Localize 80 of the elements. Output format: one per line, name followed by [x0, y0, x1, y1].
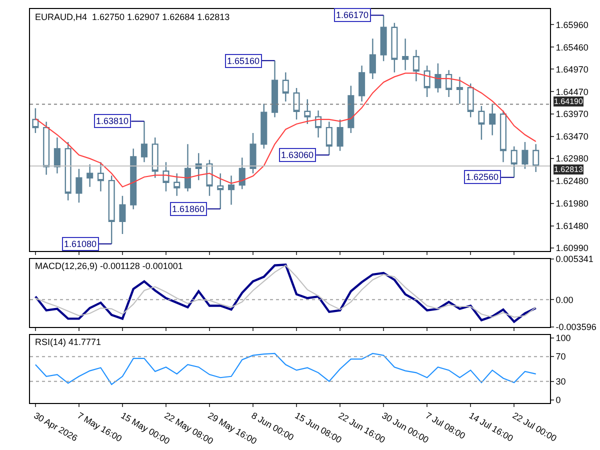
- y-tick-label: 1.62980: [556, 154, 588, 164]
- ref-line-label: 1.62813: [554, 165, 584, 174]
- y-tick-label: 1.62480: [556, 176, 588, 186]
- candlestick: [336, 118, 344, 152]
- candlestick: [380, 14, 387, 62]
- y-tick-label: 0: [556, 395, 561, 406]
- candlestick: [64, 141, 72, 201]
- candlestick: [97, 162, 104, 192]
- candlestick: [108, 175, 115, 244]
- candlestick: [184, 144, 192, 192]
- annotation: 1.66170: [336, 10, 369, 20]
- candlestick: [348, 85, 354, 134]
- y-tick-label: -0.003596: [556, 322, 596, 332]
- candlestick: [228, 175, 235, 206]
- y-tick-label: 1.61980: [556, 198, 588, 209]
- candlestick: [446, 69, 452, 98]
- y-tick-label: 30: [556, 376, 566, 386]
- candlestick: [478, 105, 485, 140]
- y-tick-label: 1.64970: [556, 64, 588, 74]
- candlestick: [358, 64, 366, 102]
- candlestick: [54, 136, 60, 174]
- y-tick-label: 1.65960: [556, 20, 588, 30]
- candlestick: [510, 146, 518, 178]
- candlestick: [326, 121, 332, 156]
- y-tick-label: 1.63970: [556, 109, 588, 120]
- candlestick: [250, 132, 256, 174]
- candlestick: [293, 87, 300, 120]
- y-tick-label: 1.64470: [556, 86, 588, 97]
- annotation: 1.65160: [227, 56, 260, 66]
- candlestick: [174, 172, 180, 196]
- annotation: 1.63060: [281, 150, 314, 160]
- candlestick: [86, 164, 94, 188]
- y-tick-label: 0.00: [556, 294, 574, 305]
- candlestick: [391, 22, 398, 73]
- candlestick: [238, 157, 246, 190]
- candlestick: [282, 72, 289, 102]
- candlestick: [140, 120, 148, 163]
- candlestick: [260, 103, 268, 150]
- y-tick-label: 100: [556, 333, 571, 344]
- candlestick: [369, 38, 376, 80]
- candlestick: [119, 195, 126, 235]
- ref-line-label: 1.64190: [554, 97, 584, 106]
- annotation: 1.61080: [64, 239, 97, 249]
- y-tick-label: 1.65460: [556, 42, 588, 52]
- candlestick: [434, 62, 442, 94]
- line-series: [34, 352, 536, 385]
- candlestick: [402, 38, 409, 71]
- annotation: 1.62560: [466, 172, 499, 182]
- x-tick-label: 30 Apr 2026: [32, 410, 80, 444]
- candlestick: [304, 98, 311, 125]
- candlestick: [206, 159, 213, 196]
- candlestick: [522, 141, 528, 170]
- candlestick: [489, 103, 496, 136]
- candlestick: [32, 108, 39, 134]
- candlestick: [412, 49, 420, 82]
- candlestick: [532, 144, 540, 173]
- candlestick: [456, 76, 463, 104]
- candlestick: [272, 60, 278, 118]
- candlestick: [315, 110, 322, 138]
- chart-title: EURAUD,H4 1.62750 1.62907 1.62684 1.62813: [35, 12, 230, 22]
- y-tick-label: 1.61480: [556, 221, 588, 232]
- candlestick: [162, 162, 170, 192]
- candlestick: [217, 172, 224, 210]
- y-tick-label: 70: [556, 352, 566, 362]
- chart-title: MACD(12,26,9) -0.001128 -0.001001: [35, 261, 183, 271]
- y-tick-label: 0.005341: [556, 254, 594, 264]
- candlestick: [130, 148, 137, 210]
- candlestick: [500, 110, 506, 163]
- candlestick: [195, 152, 202, 181]
- y-tick-label: 1.60990: [556, 243, 588, 254]
- candlestick: [152, 136, 158, 178]
- annotation: 1.63810: [96, 116, 129, 126]
- line-series: [34, 72, 536, 188]
- y-tick-label: 1.63470: [556, 132, 588, 142]
- candlestick: [76, 168, 82, 204]
- annotation: 1.61860: [172, 204, 205, 214]
- chart-title: RSI(14) 41.7771: [35, 337, 102, 347]
- candlestick: [43, 121, 50, 176]
- candlestick: [424, 64, 430, 98]
- candlestick: [467, 82, 474, 118]
